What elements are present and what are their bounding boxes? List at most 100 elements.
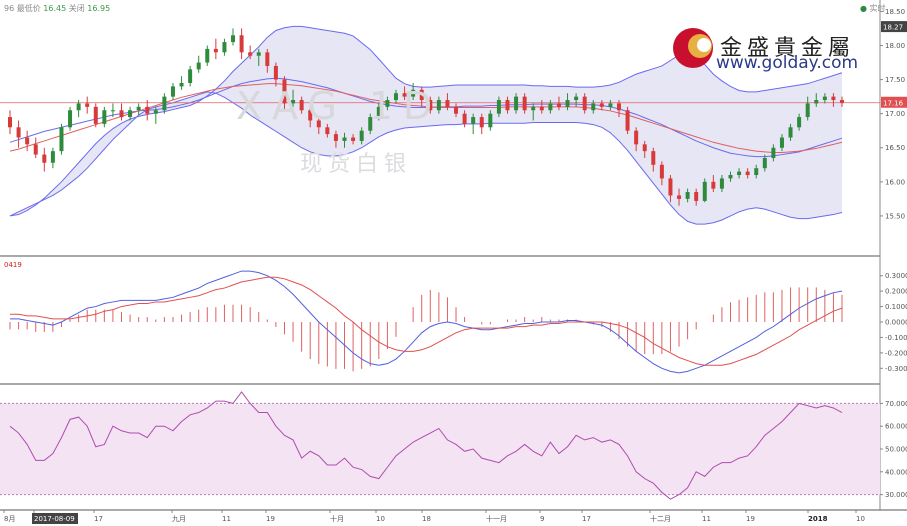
candle-body bbox=[522, 96, 527, 111]
candle-body bbox=[188, 69, 193, 83]
candle-body bbox=[385, 100, 390, 107]
candle-body bbox=[531, 106, 536, 111]
candle-body bbox=[762, 157, 767, 169]
candle-body bbox=[479, 117, 484, 128]
time-tick-label: 11 bbox=[702, 515, 711, 523]
macd-line bbox=[10, 270, 843, 374]
rsi-tick-label: 60.000 bbox=[885, 423, 907, 431]
price-tick-label: 15.50 bbox=[885, 212, 905, 220]
candle-body bbox=[659, 164, 664, 179]
candle-body bbox=[840, 100, 844, 103]
candle-body bbox=[316, 120, 321, 128]
candle-body bbox=[256, 52, 261, 56]
candle-body bbox=[76, 103, 81, 111]
candle-body bbox=[565, 100, 570, 107]
candle-body bbox=[342, 137, 347, 141]
candle-body bbox=[608, 103, 613, 107]
rsi-line bbox=[9, 391, 843, 500]
candle-body bbox=[68, 110, 73, 128]
candle-body bbox=[291, 100, 296, 104]
candle-body bbox=[265, 52, 270, 66]
time-tick-label: 九月 bbox=[172, 514, 186, 523]
candle-body bbox=[591, 103, 596, 111]
rsi-tick-label: 50.000 bbox=[885, 446, 907, 454]
candle-body bbox=[822, 96, 827, 101]
candle-body bbox=[428, 100, 433, 111]
time-tick-label: 2017-08-09 bbox=[34, 515, 75, 523]
time-tick-label: 18 bbox=[422, 515, 431, 523]
candle-body bbox=[376, 106, 381, 118]
candle-body bbox=[93, 106, 98, 124]
candle-body bbox=[737, 171, 742, 176]
time-tick-label: 9 bbox=[540, 515, 544, 523]
rsi-tick-label: 40.000 bbox=[885, 468, 907, 476]
bollinger-band-fill bbox=[10, 26, 842, 225]
time-tick-label: 2018 bbox=[808, 515, 828, 523]
candle-body bbox=[711, 181, 716, 189]
candle-body bbox=[771, 147, 776, 158]
candle-body bbox=[754, 168, 759, 176]
low-label: 最低价 bbox=[16, 4, 41, 13]
time-tick-label: 11 bbox=[222, 515, 231, 523]
candle-body bbox=[213, 48, 218, 53]
time-tick-label: 19 bbox=[746, 515, 755, 523]
candle-body bbox=[599, 103, 604, 107]
candle-body bbox=[625, 110, 630, 131]
candle-body bbox=[642, 144, 647, 152]
last-price-box bbox=[881, 96, 907, 108]
candle-body bbox=[488, 113, 493, 128]
candle-body bbox=[110, 110, 115, 112]
candle-body bbox=[153, 110, 158, 114]
candle-body bbox=[668, 178, 673, 196]
candle-body bbox=[179, 82, 184, 87]
candle-body bbox=[514, 96, 519, 111]
macd-signal-line bbox=[10, 276, 843, 366]
candle-body bbox=[239, 35, 244, 53]
macd-tick-label: 0.0000 bbox=[885, 319, 907, 327]
candle-body bbox=[359, 130, 364, 141]
rsi-tick-label: 70.000 bbox=[885, 400, 907, 408]
price-tick-label: 17.50 bbox=[885, 76, 905, 84]
low-value: 16.45 bbox=[43, 4, 67, 13]
date-highlight-box bbox=[32, 513, 78, 524]
candle-body bbox=[779, 137, 784, 148]
logo-url[interactable]: www.golday.com bbox=[716, 53, 859, 73]
candle-body bbox=[436, 100, 441, 111]
candle-body bbox=[196, 62, 201, 70]
time-tick-label: 十二月 bbox=[650, 514, 671, 523]
candle-body bbox=[42, 154, 47, 163]
candle-body bbox=[728, 175, 733, 179]
candle-body bbox=[496, 100, 501, 114]
candle-body bbox=[651, 151, 656, 165]
candle-body bbox=[308, 110, 313, 121]
time-tick-label: 17 bbox=[582, 515, 591, 523]
candle-body bbox=[128, 110, 133, 118]
candle-body bbox=[102, 110, 107, 124]
candle-body bbox=[282, 79, 287, 104]
price-tick-label: 16.00 bbox=[885, 178, 905, 186]
watermark-name: 现货白银 bbox=[300, 152, 413, 177]
candle-body bbox=[505, 100, 510, 111]
rsi-band-fill bbox=[0, 403, 880, 495]
candle-body bbox=[719, 178, 724, 189]
candle-body bbox=[205, 48, 210, 63]
candle-body bbox=[574, 96, 579, 101]
realtime-indicator[interactable]: ● 实时 bbox=[860, 3, 886, 14]
candle-body bbox=[368, 117, 373, 131]
price-tick-label: 18.00 bbox=[885, 42, 905, 50]
candle-body bbox=[471, 117, 476, 124]
time-tick-label: 8月 bbox=[4, 515, 15, 523]
candle-body bbox=[548, 103, 553, 111]
candle-body bbox=[402, 93, 407, 97]
candle-body bbox=[745, 171, 750, 176]
candle-body bbox=[231, 35, 236, 43]
candle-body bbox=[797, 117, 802, 128]
close-value: 16.95 bbox=[87, 4, 111, 13]
candle-body bbox=[136, 106, 141, 111]
price-tick-label: 16.50 bbox=[885, 144, 905, 152]
price-tick-label: 18.50 bbox=[885, 8, 905, 16]
